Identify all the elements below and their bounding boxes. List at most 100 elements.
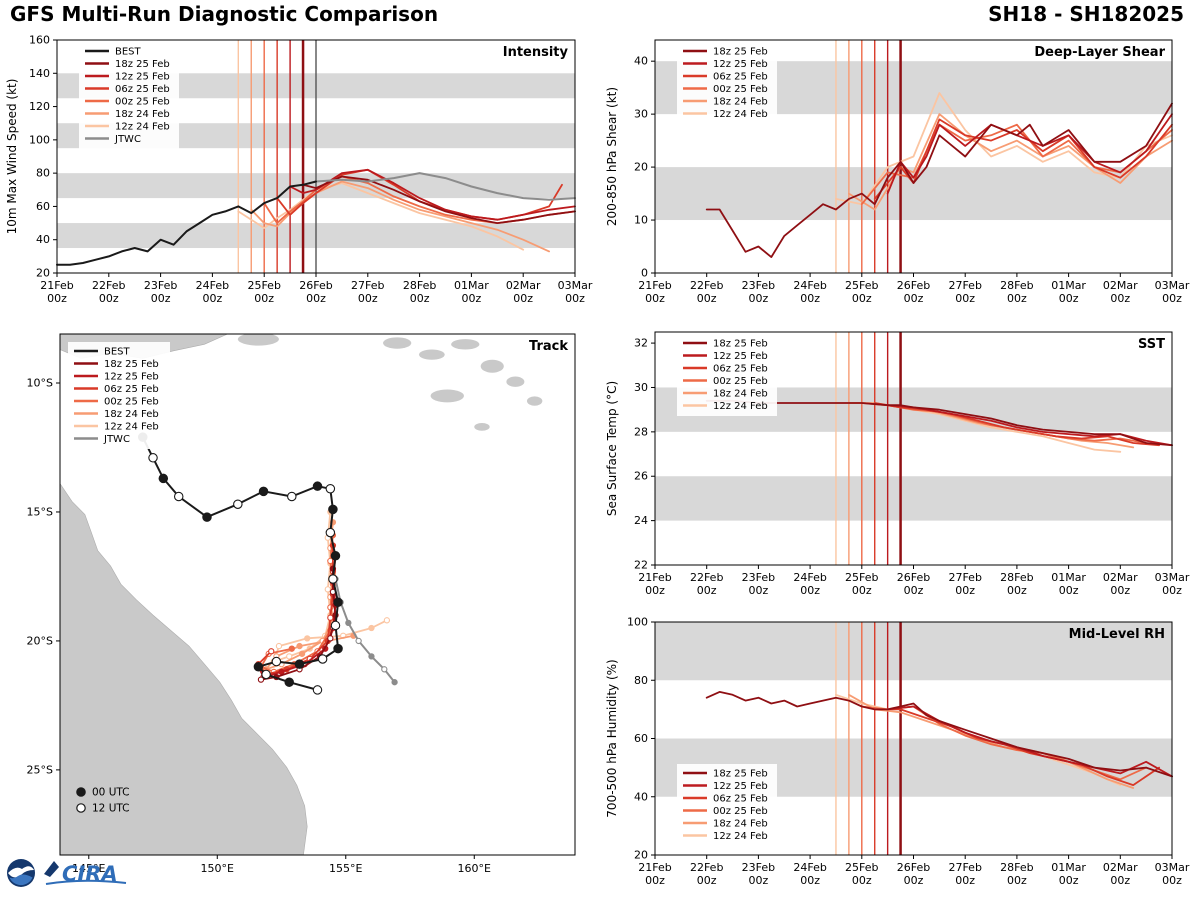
y-tick-label: 40 (634, 790, 648, 803)
marker-legend-symbol (76, 787, 86, 797)
x-tick-label: 23Feb (742, 279, 775, 292)
track-point-00utc (391, 679, 398, 686)
x-tick-sublabel: 00z (1059, 874, 1079, 887)
sst-chart: 22242628303221Feb00z22Feb00z23Feb00z24Fe… (605, 331, 1190, 597)
x-tick-label: 23Feb (144, 279, 177, 292)
track-point-12utc (287, 491, 297, 502)
legend-label: 12z 25 Feb (104, 372, 159, 383)
island (480, 359, 504, 373)
page-title: GFS Multi-Run Diagnostic Comparison (10, 2, 439, 26)
legend-label: 18z 25 Feb (104, 359, 159, 370)
track-point-00utc (258, 486, 269, 497)
x-tick-sublabel: 00z (151, 292, 171, 305)
legend-label: 18z 25 Feb (115, 59, 170, 70)
y-tick-label: 30 (634, 381, 648, 394)
x-tick-sublabel: 00z (410, 292, 430, 305)
track-point-12utc (355, 637, 362, 645)
track-point-12utc (317, 654, 328, 664)
track-point-00utc (288, 645, 295, 652)
legend-label: 12z 24 Feb (104, 422, 159, 433)
island (451, 339, 480, 350)
series-r18z25 (705, 691, 1173, 778)
legend-label: 00z 25 Feb (115, 97, 170, 108)
series-r18z24 (250, 180, 550, 253)
x-tick-label: 23Feb (742, 861, 775, 874)
x-tick-label: 01Mar (1051, 571, 1086, 584)
legend-label: JTWC (114, 134, 141, 145)
panel-title: Deep-Layer Shear (1034, 45, 1165, 60)
x-tick-label: 22Feb (690, 571, 723, 584)
x-tick-sublabel: 00z (697, 292, 717, 305)
x-tick-sublabel: 00z (749, 874, 769, 887)
y-tick-label: 80 (634, 674, 648, 687)
island (383, 337, 412, 349)
y-tick-label: 60 (36, 200, 50, 213)
legend-label: 00z 25 Feb (713, 376, 768, 387)
x-tick-sublabel: 00z (645, 584, 665, 597)
lon-tick-label: 160°E (458, 862, 491, 875)
series-JTWC (315, 172, 576, 201)
x-tick-label: 01Mar (454, 279, 489, 292)
legend-label: 06z 25 Feb (104, 384, 159, 395)
x-tick-label: 25Feb (845, 279, 878, 292)
y-axis-label: Sea Surface Temp (°C) (605, 381, 619, 516)
legend-label: 18z 24 Feb (713, 819, 768, 830)
x-tick-sublabel: 00z (904, 874, 924, 887)
x-tick-label: 27Feb (948, 571, 981, 584)
x-tick-label: 24Feb (793, 861, 826, 874)
legend-label: 12z 25 Feb (713, 781, 768, 792)
x-tick-sublabel: 00z (800, 584, 820, 597)
landmass (60, 483, 308, 855)
island (526, 396, 543, 406)
y-tick-label: 22 (634, 559, 648, 572)
series-r18z25 (705, 399, 1173, 447)
legend-label: 18z 25 Feb (713, 769, 768, 780)
x-tick-sublabel: 00z (852, 584, 872, 597)
x-tick-sublabel: 00z (513, 292, 533, 305)
series-r18z24 (848, 113, 1173, 211)
legend-label: BEST (115, 47, 142, 58)
legend-label: 06z 25 Feb (713, 72, 768, 83)
track-point-00utc (278, 668, 285, 676)
track-r18z25 (260, 568, 337, 681)
track-point-12utc (275, 642, 283, 650)
x-tick-label: 28Feb (403, 279, 436, 292)
shaded-band (655, 622, 1172, 681)
y-tick-label: 80 (36, 167, 50, 180)
x-tick-label: 28Feb (1000, 861, 1033, 874)
x-tick-sublabel: 00z (645, 874, 665, 887)
track-point-12utc (271, 656, 282, 667)
x-tick-sublabel: 00z (358, 292, 378, 305)
x-tick-sublabel: 00z (1110, 584, 1130, 597)
x-tick-label: 03Mar (1155, 861, 1190, 874)
x-tick-label: 25Feb (845, 861, 878, 874)
track-point-12utc (286, 653, 293, 660)
x-tick-sublabel: 00z (1162, 874, 1182, 887)
y-tick-label: 40 (634, 55, 648, 68)
x-tick-label: 22Feb (690, 279, 723, 292)
track-point-12utc (327, 614, 334, 621)
x-tick-sublabel: 00z (852, 874, 872, 887)
legend-label: 00z 25 Feb (713, 806, 768, 817)
legend-label: 06z 25 Feb (713, 364, 768, 375)
x-tick-sublabel: 00z (203, 292, 223, 305)
x-tick-sublabel: 00z (955, 292, 975, 305)
y-tick-label: 32 (634, 337, 648, 350)
noaa-logo (7, 859, 35, 887)
shaded-band (655, 167, 1172, 221)
x-tick-sublabel: 00z (47, 292, 67, 305)
track-point-00utc (368, 653, 375, 660)
track-point-00utc (304, 635, 311, 642)
track-point-12utc (268, 648, 275, 655)
track-point-12utc (327, 635, 334, 642)
track-point-00utc (333, 643, 343, 654)
series-BEST (56, 180, 317, 266)
x-tick-label: 02Mar (1103, 279, 1138, 292)
y-tick-label: 60 (634, 732, 648, 745)
track-point-12utc (257, 676, 265, 683)
y-tick-label: 100 (29, 133, 50, 146)
x-tick-label: 23Feb (742, 571, 775, 584)
